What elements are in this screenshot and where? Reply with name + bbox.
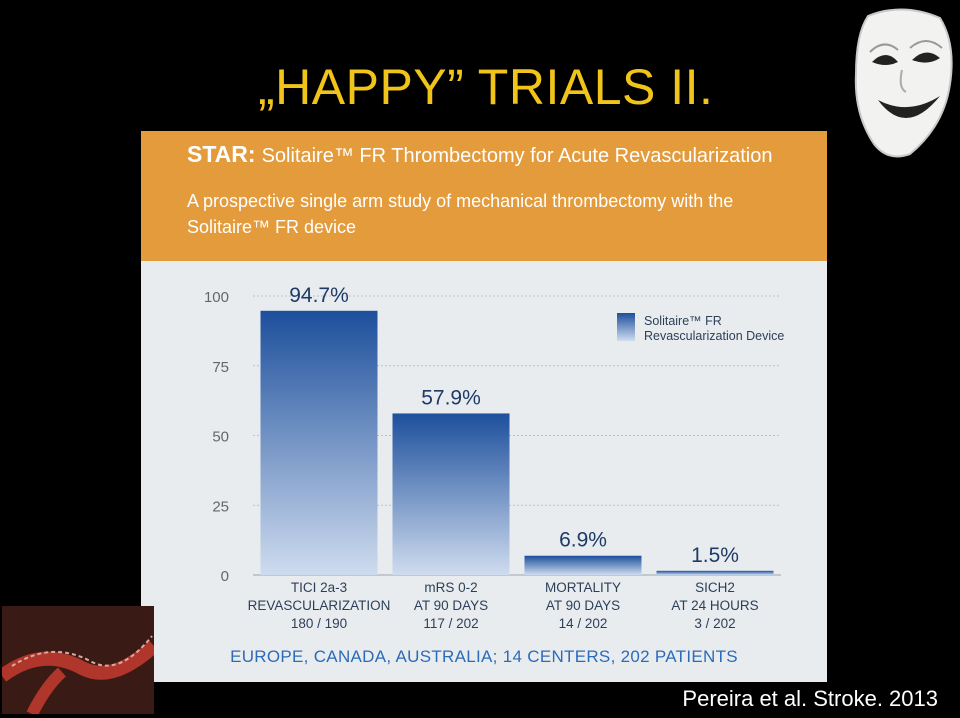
category-label: AT 90 DAYS [546,598,620,613]
data-label: 57.9% [421,386,481,409]
category-label: MORTALITY [545,580,621,595]
data-label: 1.5% [691,544,739,567]
data-label: 6.9% [559,529,607,552]
category-label: 180 / 190 [291,616,347,631]
study-banner: STAR: Solitaire™ FR Thrombectomy for Acut… [141,131,827,261]
y-tick-label: 100 [204,289,229,306]
legend-label: Solitaire™ FR [644,314,722,328]
banner-title: STAR: Solitaire™ FR Thrombectomy for Acut… [187,141,773,168]
study-footer: EUROPE, CANADA, AUSTRALIA; 14 CENTERS, 2… [230,647,738,666]
legend-swatch [617,313,635,341]
slide-title: „HAPPY” TRIALS II. [258,59,714,115]
bar-chart: 0 25 50 75 100 94.7% TICI 2a-3 REVASCULARIZATIO… [204,284,784,631]
y-tick-label: 0 [221,568,229,585]
citation: Pereira et al. Stroke. 2013 [682,686,938,711]
bar [392,413,510,575]
bar [260,310,378,575]
bar [656,570,774,575]
category-label: 3 / 202 [694,616,735,631]
happy-mask-icon [854,8,953,158]
y-tick-label: 25 [212,498,229,515]
category-label: SICH2 [695,580,735,595]
category-label: REVASCULARIZATION [248,598,391,613]
banner-title-text: Solitaire™ FR Thrombectomy for Acute Rev… [261,145,773,167]
thrombectomy-device-image [2,606,154,714]
legend-label: Revascularization Device [644,329,784,343]
banner-subtitle: A prospective single arm study of mechan… [187,191,734,237]
y-tick-label: 75 [212,359,229,376]
category-label: AT 90 DAYS [414,598,488,613]
category-label: mRS 0-2 [424,580,477,595]
category-label: AT 24 HOURS [671,598,758,613]
data-label: 94.7% [289,284,349,307]
category-label: 117 / 202 [423,616,478,631]
y-tick-label: 50 [212,429,229,446]
category-label: TICI 2a-3 [291,580,347,595]
category-label: 14 / 202 [559,616,608,631]
study-photo: STAR: Solitaire™ FR Thrombectomy for Acut… [141,131,827,682]
bar [524,555,642,575]
banner-star-label: STAR: [187,141,256,167]
